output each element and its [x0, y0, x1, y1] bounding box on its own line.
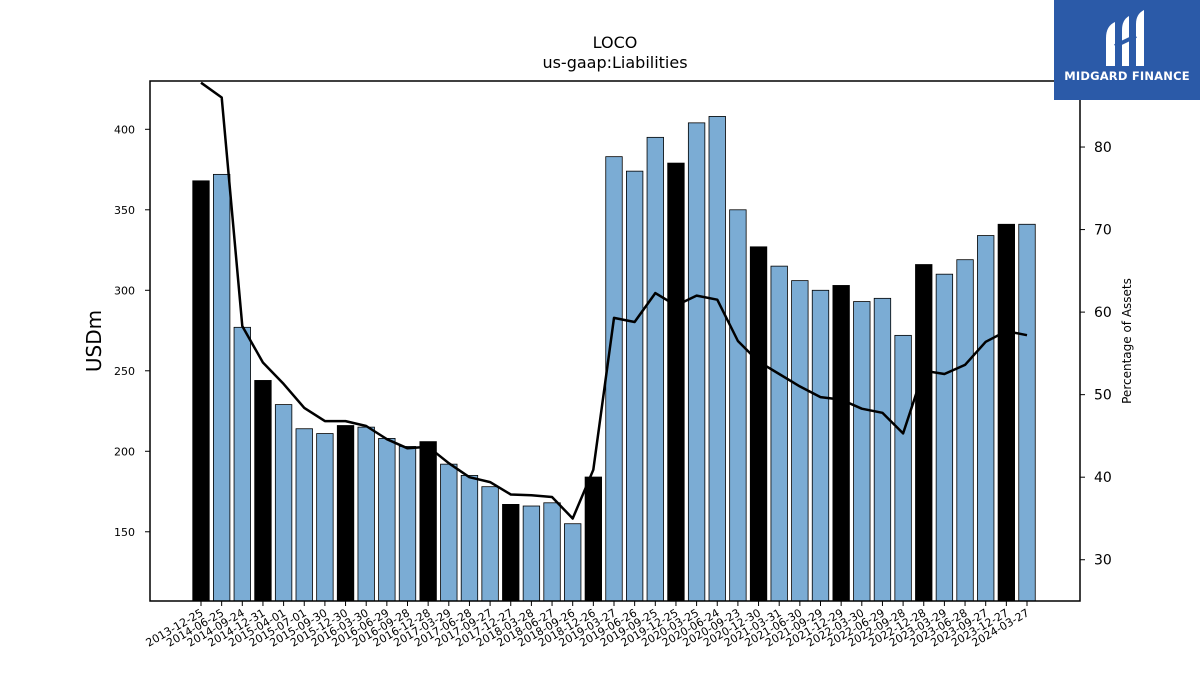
bar — [749, 246, 768, 602]
y-tick-label: 300 — [114, 284, 135, 297]
bar — [357, 426, 375, 602]
bar — [687, 122, 706, 602]
bar — [212, 173, 231, 602]
bar — [667, 162, 685, 602]
chart-subtitle: us-gaap:Liabilities — [542, 53, 687, 72]
y-axis-label: USDm — [82, 310, 106, 372]
line-series — [200, 81, 1028, 520]
bar — [274, 404, 293, 602]
y2-tick-label: 70 — [1094, 223, 1112, 239]
y2-tick-label: 40 — [1094, 470, 1112, 486]
bar — [336, 425, 355, 602]
bar — [440, 463, 458, 602]
bars — [192, 116, 1036, 602]
bar — [192, 180, 210, 602]
y2-tick-label: 50 — [1094, 388, 1112, 404]
bar — [956, 259, 974, 602]
logo-text: MIDGARD FINANCE — [1064, 69, 1190, 83]
bar — [481, 486, 499, 602]
bar — [894, 334, 912, 602]
y2-axis-label: Percentage of Assets — [1120, 278, 1134, 404]
y2-tick-label: 30 — [1094, 553, 1112, 569]
bar — [811, 289, 830, 602]
y2-tick-label: 80 — [1094, 140, 1112, 156]
bar — [1018, 223, 1036, 602]
bar — [729, 209, 747, 602]
y-tick-label: 200 — [114, 445, 135, 458]
bar — [502, 504, 520, 602]
bar — [853, 301, 871, 602]
bar — [997, 223, 1015, 602]
bar — [646, 136, 664, 602]
bar — [543, 502, 561, 602]
bar — [522, 505, 541, 602]
plot-frame — [149, 80, 1081, 602]
y2-axis: 30 40 50 60 70 80 — [1080, 140, 1112, 569]
x-axis: 2013-12-252014-06-252014-09-242014-12-31… — [144, 601, 1032, 650]
bar — [605, 156, 623, 602]
bar — [708, 116, 726, 602]
bar — [977, 235, 995, 602]
bar — [233, 326, 251, 602]
y-tick-label: 350 — [114, 204, 135, 217]
bar — [832, 285, 850, 602]
bar — [316, 433, 334, 602]
bar — [254, 380, 272, 602]
bar — [915, 264, 933, 602]
bar — [935, 273, 954, 602]
bar — [419, 441, 437, 602]
brand-logo: MIDGARD FINANCE — [1054, 0, 1200, 100]
bar — [295, 428, 313, 602]
y-tick-label: 150 — [114, 526, 135, 539]
y2-tick-label: 60 — [1094, 305, 1112, 321]
bar — [584, 476, 602, 602]
logo-mark-icon — [1106, 10, 1144, 66]
bar — [398, 446, 417, 602]
bar — [564, 523, 582, 602]
y-tick-label: 250 — [114, 365, 135, 378]
bar — [770, 265, 788, 602]
y-axis: 150 200 250 300 350 400 — [114, 123, 150, 539]
bar — [626, 170, 644, 602]
percentage-line — [200, 81, 1028, 520]
y-tick-label: 400 — [114, 123, 135, 136]
bar — [378, 437, 396, 602]
bar — [460, 475, 479, 602]
bar — [873, 297, 892, 602]
chart-title: LOCO — [593, 33, 638, 52]
bar — [791, 280, 809, 602]
